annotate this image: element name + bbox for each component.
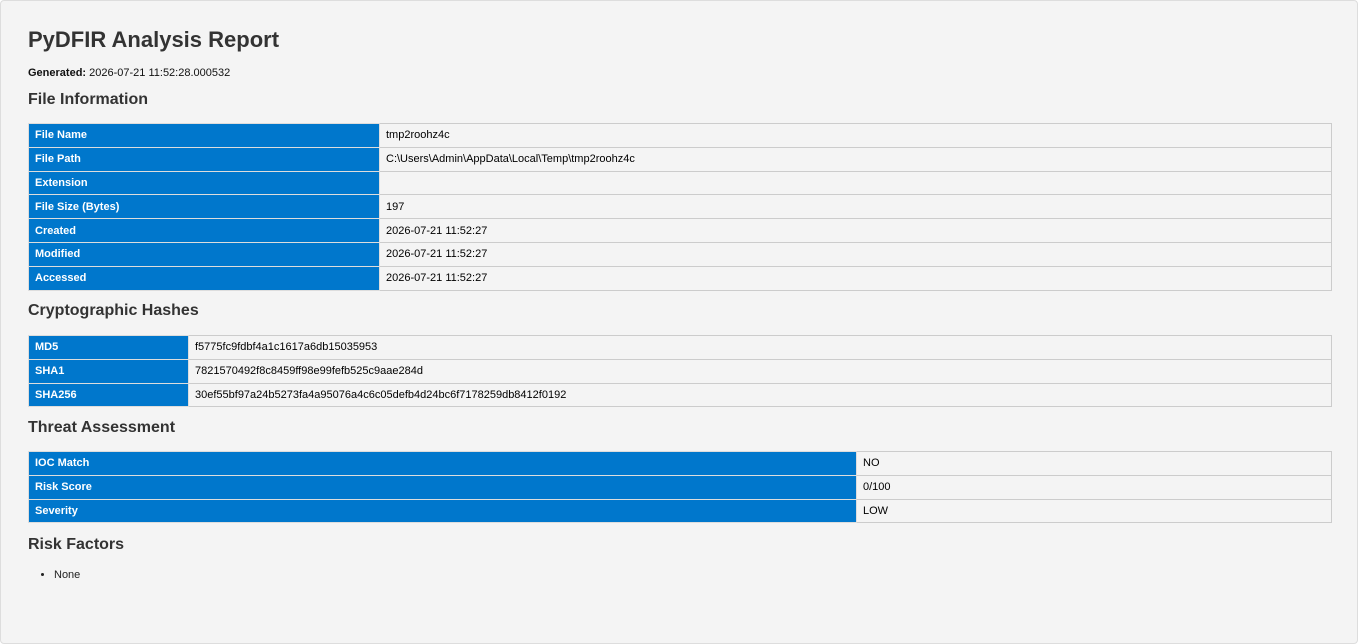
row-key: File Size (Bytes) xyxy=(28,194,380,220)
row-value: 0/100 xyxy=(856,474,1332,500)
row-value: 197 xyxy=(379,194,1332,220)
risk-factor: None xyxy=(54,568,80,582)
info-table: MD5 f5775fc9fdbf4a1c1617a6db15035953 SHA1 7… xyxy=(28,335,1332,408)
row-value: 30ef55bf97a24b5273fa4a95076a4c6c05defb4d… xyxy=(188,382,1332,408)
table-row: Risk Score 0/100 xyxy=(28,474,1332,500)
generated-line: Generated: 2026-07-21 11:52:28.000532 xyxy=(28,67,230,79)
section-heading: Cryptographic Hashes xyxy=(28,302,199,319)
row-value: LOW xyxy=(856,498,1332,524)
row-key: SHA1 xyxy=(28,358,189,384)
generated-value: 2026-07-21 11:52:28.000532 xyxy=(89,67,231,79)
table-row: Modified 2026-07-21 11:52:27 xyxy=(28,241,1332,267)
table-row: SHA1 7821570492f8c8459ff98e99fefb525c9aae… xyxy=(28,358,1332,384)
row-value xyxy=(379,170,1332,196)
table-body: File Name tmp2roohz4c File Path C:\Users\Ad… xyxy=(28,123,1332,291)
info-table: File Name tmp2roohz4c File Path C:\Users\Ad… xyxy=(28,123,1332,291)
row-key: Modified xyxy=(28,241,380,267)
table-row: File Size (Bytes) 197 xyxy=(28,194,1332,220)
row-key: Severity xyxy=(28,498,857,524)
table-row: Extension xyxy=(28,170,1332,196)
report-title: PyDFIR Analysis Report xyxy=(28,27,280,52)
row-value: 7821570492f8c8459ff98e99fefb525c9aae284d xyxy=(188,358,1332,384)
row-key: Created xyxy=(28,218,380,243)
row-key: IOC Match xyxy=(28,451,857,476)
info-table: IOC Match NO Risk Score 0/100 Severity LOW xyxy=(28,451,1332,524)
row-value: NO xyxy=(856,451,1332,476)
table-body: MD5 f5775fc9fdbf4a1c1617a6db15035953 SHA1 7… xyxy=(28,335,1332,408)
row-key: File Name xyxy=(28,123,380,148)
row-value: 2026-07-21 11:52:27 xyxy=(379,265,1332,291)
section-heading: Risk Factors xyxy=(28,536,125,553)
row-key: File Path xyxy=(28,146,380,172)
row-key: SHA256 xyxy=(28,382,189,408)
table-row: Accessed 2026-07-21 11:52:27 xyxy=(28,265,1332,291)
table-row: Created 2026-07-21 11:52:27 xyxy=(28,218,1332,243)
row-key: Risk Score xyxy=(28,474,857,500)
generated-label: Generated: xyxy=(28,67,87,79)
table-row: File Path C:\Users\Admin\AppData\Local\Te… xyxy=(28,146,1332,172)
table-row: Severity LOW xyxy=(28,498,1332,524)
row-value: f5775fc9fdbf4a1c1617a6db15035953 xyxy=(188,335,1332,360)
row-key: Extension xyxy=(28,170,380,196)
table-row: IOC Match NO xyxy=(28,451,1332,476)
row-value: tmp2roohz4c xyxy=(379,123,1332,148)
section-heading: File Information xyxy=(28,91,148,108)
row-value: C:\Users\Admin\AppData\Local\Temp\tmp2ro… xyxy=(379,146,1332,172)
table-body: IOC Match NO Risk Score 0/100 Severity LOW xyxy=(28,451,1332,524)
row-key: MD5 xyxy=(28,335,189,360)
row-value: 2026-07-21 11:52:27 xyxy=(379,218,1332,243)
section-heading: Threat Assessment xyxy=(28,419,176,436)
risk-factor-list: None xyxy=(28,568,80,582)
table-row: MD5 f5775fc9fdbf4a1c1617a6db15035953 xyxy=(28,335,1332,360)
table-row: File Name tmp2roohz4c xyxy=(28,123,1332,148)
table-row: SHA256 30ef55bf97a24b5273fa4a95076a4c6c05… xyxy=(28,382,1332,408)
row-key: Accessed xyxy=(28,265,380,291)
row-value: 2026-07-21 11:52:27 xyxy=(379,241,1332,267)
